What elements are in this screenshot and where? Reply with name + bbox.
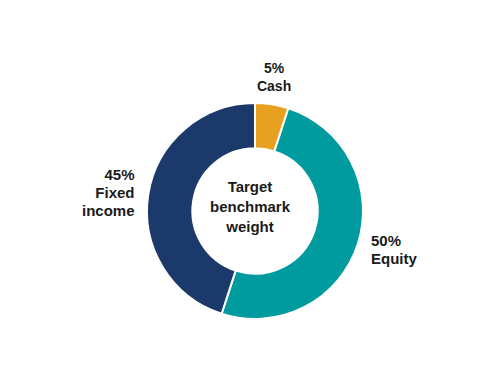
svg-text:45%Fixedincome: 45%Fixedincome [82,165,135,218]
svg-text:50%Equity: 50%Equity [371,231,417,266]
svg-text:Targetbenchmarkweight: Targetbenchmarkweight [210,178,291,235]
svg-text:5%Cash: 5%Cash [257,60,291,94]
